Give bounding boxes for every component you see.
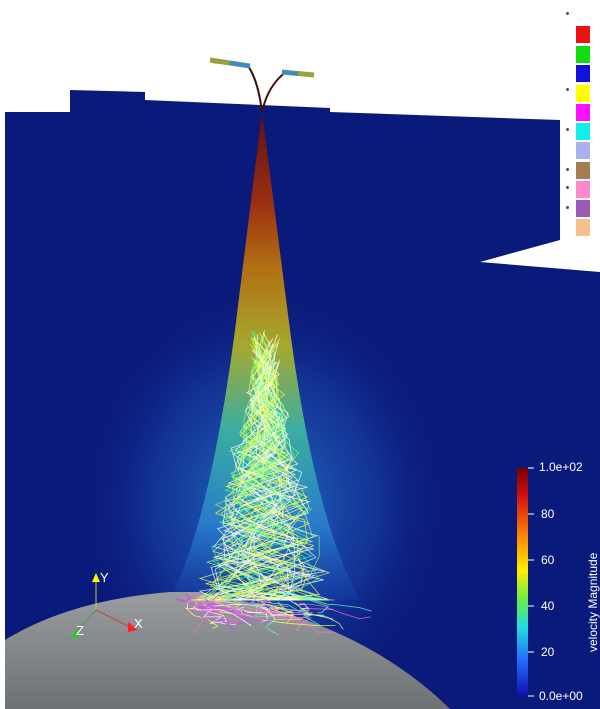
legend-swatch-7 bbox=[576, 142, 590, 159]
ground-track bbox=[188, 606, 234, 632]
ground-track bbox=[266, 592, 372, 612]
particle-track bbox=[192, 337, 310, 601]
ground-track bbox=[198, 607, 273, 622]
legend-swatch-6 bbox=[576, 123, 590, 140]
particle-track bbox=[194, 361, 325, 601]
ground-track bbox=[276, 607, 320, 626]
legend-swatch-8 bbox=[576, 162, 590, 179]
legend-swatch-4 bbox=[576, 85, 590, 102]
particle-track bbox=[199, 346, 298, 601]
particle-track bbox=[213, 335, 317, 601]
legend-swatch-2 bbox=[576, 46, 590, 63]
ground-surface bbox=[5, 592, 450, 709]
ground-track bbox=[298, 602, 371, 620]
particle-track bbox=[196, 358, 311, 601]
colorbar bbox=[517, 468, 528, 696]
particle-tracks bbox=[175, 330, 372, 636]
axis-label-y: Y bbox=[100, 570, 109, 585]
ground-track bbox=[240, 607, 336, 626]
ground-track bbox=[274, 601, 294, 614]
ground-track bbox=[255, 604, 294, 623]
colorbar-title: velocity Magnitude bbox=[586, 552, 600, 652]
colorbar-tick-label: 20 bbox=[541, 645, 555, 659]
axis-label-z: Z bbox=[76, 623, 84, 638]
ground-track bbox=[223, 595, 288, 616]
legend-marker bbox=[566, 128, 569, 131]
ground-track bbox=[192, 606, 252, 627]
particle-track bbox=[212, 368, 301, 601]
ground-track bbox=[197, 602, 267, 629]
ground-track bbox=[211, 603, 325, 617]
particle-track bbox=[199, 338, 320, 601]
particle-track bbox=[237, 349, 310, 601]
ground-track bbox=[287, 593, 310, 610]
colorbar-ticks bbox=[528, 467, 534, 697]
orientation-axes bbox=[70, 573, 138, 638]
nozzle bbox=[209, 57, 315, 113]
colorbar-tick-label: 40 bbox=[541, 599, 555, 613]
particle-track bbox=[231, 334, 318, 601]
particle-track bbox=[202, 332, 286, 601]
ground-track bbox=[267, 607, 335, 633]
legend-swatch-11 bbox=[576, 219, 590, 236]
legend-swatch-9 bbox=[576, 181, 590, 198]
legend-swatch-10 bbox=[576, 200, 590, 217]
particle-track bbox=[213, 343, 299, 601]
colorbar-tick-label: 60 bbox=[541, 553, 555, 567]
ground-track bbox=[193, 606, 239, 624]
legend-swatch-1 bbox=[576, 26, 590, 43]
ground-track bbox=[193, 603, 217, 634]
colorbar-min-label: 0.0e+00 bbox=[539, 689, 583, 703]
axis-label-x: X bbox=[134, 616, 143, 631]
particle-track bbox=[235, 337, 290, 601]
particle-track bbox=[210, 349, 315, 601]
particle-track bbox=[193, 354, 304, 601]
legend-marker bbox=[566, 186, 569, 189]
colorbar-tick-label: 80 bbox=[541, 507, 555, 521]
ground-track bbox=[234, 607, 268, 623]
legend-marker bbox=[566, 168, 569, 171]
ground-track bbox=[260, 601, 312, 632]
legend-marker bbox=[566, 12, 569, 15]
legend-swatch-3 bbox=[576, 65, 590, 82]
ground-track bbox=[274, 592, 330, 614]
particle-track bbox=[219, 357, 334, 601]
ground-track bbox=[260, 607, 293, 617]
colorbar-max-label: 1.0e+02 bbox=[539, 460, 583, 474]
legend-swatch-5 bbox=[576, 104, 590, 121]
legend-marker bbox=[566, 88, 569, 91]
legend-marker bbox=[566, 206, 569, 209]
